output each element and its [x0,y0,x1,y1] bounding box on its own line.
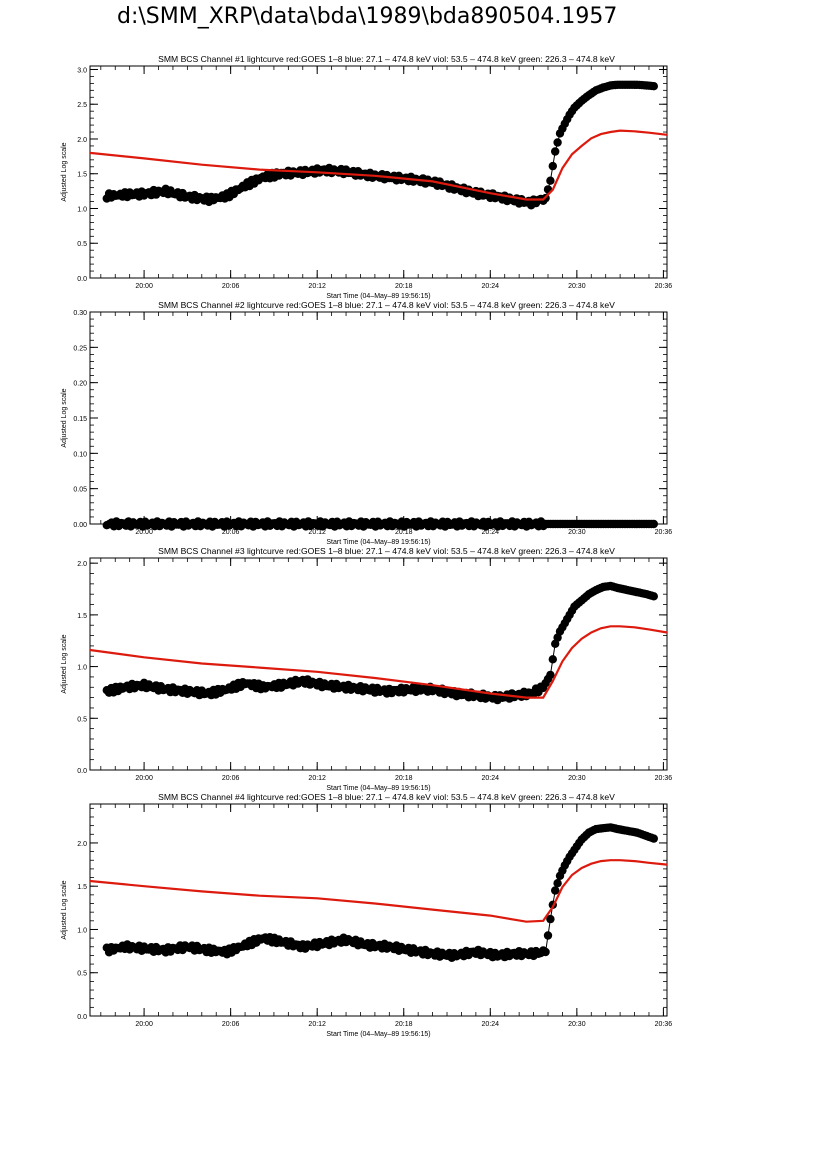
observed-point [553,879,562,888]
observed-point [546,670,555,680]
y-tick-label: 0.05 [73,487,87,494]
x-tick-label: 20:30 [568,283,586,290]
x-tick-label: 20:12 [308,775,326,782]
x-tick-label: 20:24 [482,1021,500,1028]
y-tick-label: 0.00 [73,522,87,529]
x-tick-label: 20:06 [222,1021,240,1028]
y-tick-label: 1.5 [77,172,87,179]
x-axis-label: Start Time (04–May–89 19:56:15) [326,1031,430,1038]
observed-point [551,886,560,895]
x-tick-label: 20:00 [135,529,153,536]
x-tick-label: 20:18 [395,529,413,536]
observed-point [548,655,557,664]
chart-title: SMM BCS Channel #2 lightcurve red:GOES 1… [158,300,615,310]
observed-line [106,585,654,702]
x-tick-label: 20:24 [482,775,500,782]
page-title: d:\SMM_XRP\data\bda\1989\bda890504.1957 [117,4,618,29]
chart-panel-3: SMM BCS Channel #3 lightcurve red:GOES 1… [61,546,672,792]
observed-point [649,82,658,91]
plot-frame [89,65,668,279]
y-tick-label: 2.5 [77,102,87,109]
observed-point [543,931,553,940]
y-tick-label: 0.25 [73,345,87,352]
x-tick-label: 20:12 [308,1021,326,1028]
observed-point [551,147,560,156]
y-axis-label: Adjusted Log scale [61,880,68,939]
y-tick-label: 0.15 [73,416,87,423]
x-tick-label: 20:30 [568,1021,586,1028]
y-axis-label: Adjusted Log scale [61,388,68,447]
x-tick-label: 20:18 [395,283,413,290]
x-tick-label: 20:06 [222,775,240,782]
x-tick-label: 20:36 [655,1021,673,1028]
observed-point [649,834,658,843]
x-tick-label: 20:00 [135,775,153,782]
goes-1-8-line [89,625,668,699]
y-tick-label: 1.0 [77,206,87,213]
x-tick-label: 20:30 [568,775,586,782]
x-axis-label: Start Time (04–May–89 19:56:15) [326,539,430,546]
y-tick-label: 1.5 [77,884,87,891]
observed-point [649,519,658,529]
goes-1-8-line [89,129,668,201]
x-axis-label: Start Time (04–May–89 19:56:15) [326,293,430,300]
plot-frame [89,803,668,1017]
x-tick-label: 20:24 [482,283,500,290]
x-tick-label: 20:00 [135,1021,153,1028]
observed-point [546,176,555,185]
x-axis-label: Start Time (04–May–89 19:56:15) [326,785,430,792]
y-tick-label: 0.0 [77,276,87,283]
y-axis-label: Adjusted Log scale [61,142,68,201]
y-tick-label: 1.0 [77,665,87,672]
plot-frame [89,311,668,525]
goes-1-8-line [89,859,668,923]
x-tick-label: 20:36 [655,283,673,290]
observed-point [541,947,550,957]
y-tick-label: 2.0 [77,561,87,568]
chart-title: SMM BCS Channel #3 lightcurve red:GOES 1… [158,546,615,556]
y-tick-label: 0.0 [77,768,87,775]
y-tick-label: 0.5 [77,241,87,248]
x-tick-label: 20:06 [222,529,240,536]
x-tick-label: 20:06 [222,283,240,290]
x-tick-label: 20:12 [308,529,326,536]
y-tick-label: 1.5 [77,613,87,620]
observed-point [546,914,555,924]
x-tick-label: 20:36 [655,775,673,782]
chart-panel-2: SMM BCS Channel #2 lightcurve red:GOES 1… [61,300,672,546]
x-tick-label: 20:00 [135,283,153,290]
y-tick-label: 0.20 [73,381,87,388]
y-tick-label: 1.0 [77,927,87,934]
y-tick-label: 3.0 [77,67,87,74]
x-tick-label: 20:30 [568,529,586,536]
y-tick-label: 0.5 [77,971,87,978]
plot-frame [89,557,668,771]
chart-panel-4: SMM BCS Channel #4 lightcurve red:GOES 1… [61,792,672,1038]
x-tick-label: 20:18 [395,1021,413,1028]
y-tick-label: 2.0 [77,137,87,144]
x-tick-label: 20:36 [655,529,673,536]
chart-panel-1: SMM BCS Channel #1 lightcurve red:GOES 1… [61,54,672,300]
x-tick-label: 20:18 [395,775,413,782]
y-axis-label: Adjusted Log scale [61,634,68,693]
y-tick-label: 0.30 [73,310,87,317]
y-tick-label: 0.5 [77,716,87,723]
observed-point [553,138,562,147]
observed-point [649,592,658,601]
x-tick-label: 20:12 [308,283,326,290]
y-tick-label: 0.0 [77,1014,87,1021]
observed-point [548,161,557,171]
chart-title: SMM BCS Channel #1 lightcurve red:GOES 1… [158,54,615,64]
y-tick-label: 0.10 [73,451,87,458]
observed-line [106,84,654,207]
chart-title: SMM BCS Channel #4 lightcurve red:GOES 1… [158,792,615,802]
x-tick-label: 20:24 [482,529,500,536]
y-tick-label: 2.0 [77,841,87,848]
